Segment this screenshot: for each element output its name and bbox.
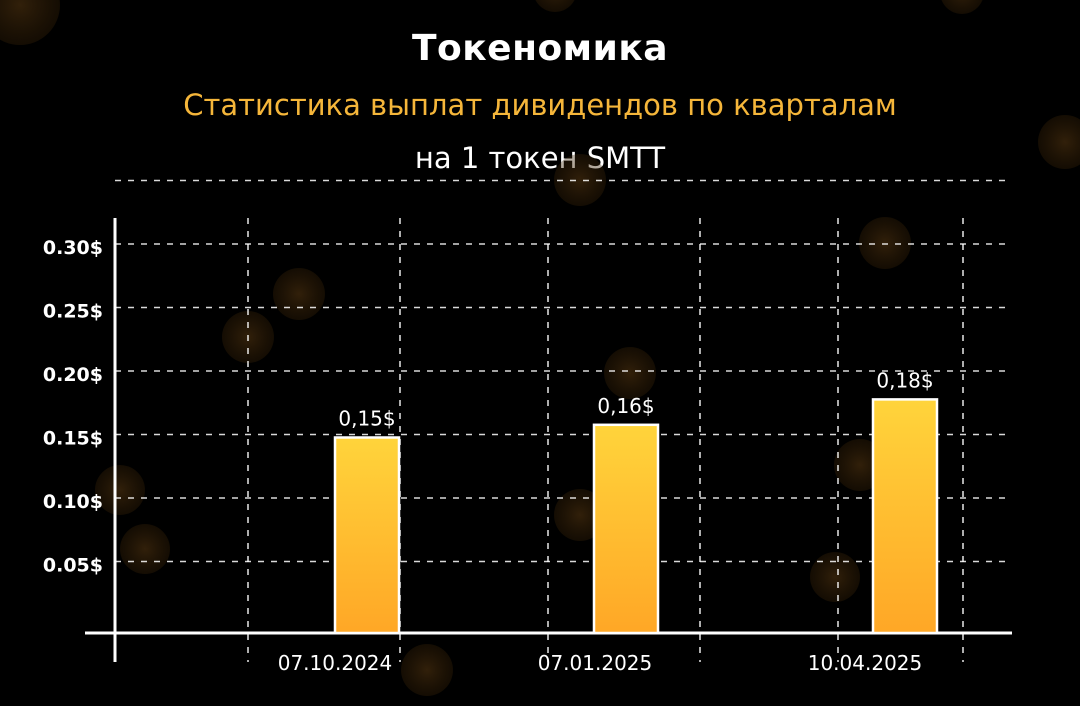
page-title: Токеномика [411, 28, 669, 69]
chart-subtitle-unit: на 1 токен SMTT [414, 141, 666, 175]
bokeh-circle [859, 217, 911, 269]
bokeh-circle [941, 0, 983, 14]
y-tick-label: 0.25$ [43, 301, 103, 323]
bokeh-circle [810, 552, 860, 602]
x-tick-label: 07.01.2025 [538, 651, 653, 675]
bar-value-label: 0,16$ [597, 394, 654, 418]
y-tick-label: 0.15$ [43, 428, 103, 450]
bokeh-circle [604, 347, 656, 399]
bokeh-circle [1038, 115, 1080, 169]
bar [592, 423, 660, 635]
bar-value-label: 0,15$ [338, 407, 395, 431]
bokeh-circle [401, 644, 453, 696]
bokeh-circle [554, 154, 606, 206]
x-tick-label: 10.04.2025 [808, 651, 923, 675]
bokeh-circle [535, 0, 575, 12]
bokeh-circle [95, 465, 145, 515]
bokeh-circle [120, 524, 170, 574]
bokeh-circle [0, 0, 60, 45]
y-tick-label: 0.10$ [43, 491, 103, 513]
chart-subtitle: Статистика выплат дивидендов по квартала… [183, 88, 897, 122]
bokeh-circle [273, 268, 325, 320]
bar [333, 436, 401, 635]
bar-value-label: 0,18$ [876, 368, 933, 392]
y-tick-label: 0.05$ [43, 555, 103, 577]
x-tick-label: 07.10.2024 [278, 651, 393, 675]
y-tick-label: 0.20$ [43, 364, 103, 386]
chart-bars [333, 398, 939, 635]
chart-axes [85, 218, 1012, 662]
y-tick-label: 0.30$ [43, 237, 103, 259]
bar [871, 398, 939, 635]
chart-labels: 0.05$ 0.10$ 0.15$ 0.20$ 0.25$ 0.30$ 0,15$ 0,16$… [43, 237, 934, 675]
